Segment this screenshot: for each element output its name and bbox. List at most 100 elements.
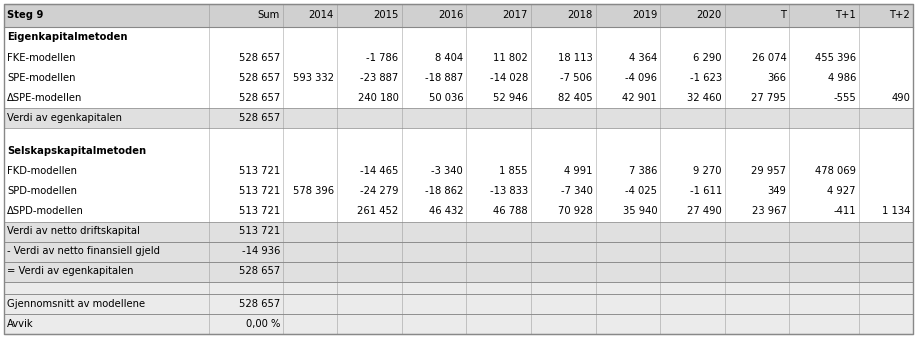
Text: -18 887: -18 887 bbox=[425, 73, 463, 83]
Text: 478 069: 478 069 bbox=[815, 167, 856, 176]
Text: = Verdi av egenkapitalen: = Verdi av egenkapitalen bbox=[7, 266, 134, 276]
Bar bbox=[4, 182, 913, 201]
Bar bbox=[4, 201, 913, 221]
Text: 513 721: 513 721 bbox=[238, 187, 280, 196]
Text: -1 623: -1 623 bbox=[690, 73, 722, 83]
Text: 2018: 2018 bbox=[568, 10, 592, 20]
Text: 46 432: 46 432 bbox=[428, 207, 463, 217]
Text: 513 721: 513 721 bbox=[238, 207, 280, 217]
Bar bbox=[4, 26, 913, 48]
Text: 29 957: 29 957 bbox=[752, 167, 787, 176]
Text: 9 270: 9 270 bbox=[693, 167, 722, 176]
Text: 35 940: 35 940 bbox=[623, 207, 657, 217]
Text: 11 802: 11 802 bbox=[493, 53, 528, 63]
Text: 26 074: 26 074 bbox=[752, 53, 787, 63]
Text: 4 364: 4 364 bbox=[629, 53, 657, 63]
Text: -3 340: -3 340 bbox=[432, 167, 463, 176]
Text: Verdi av egenkapitalen: Verdi av egenkapitalen bbox=[7, 113, 122, 123]
Text: -7 506: -7 506 bbox=[560, 73, 592, 83]
Bar bbox=[4, 262, 913, 282]
Text: Selskapskapitalmetoden: Selskapskapitalmetoden bbox=[7, 146, 146, 156]
Text: -1 786: -1 786 bbox=[367, 53, 399, 63]
Text: -14 465: -14 465 bbox=[360, 167, 399, 176]
Text: -1 611: -1 611 bbox=[690, 187, 722, 196]
Bar bbox=[4, 4, 913, 26]
Text: -555: -555 bbox=[834, 93, 856, 103]
Text: 240 180: 240 180 bbox=[358, 93, 399, 103]
Text: 2015: 2015 bbox=[373, 10, 399, 20]
Text: 2020: 2020 bbox=[697, 10, 722, 20]
Text: 366: 366 bbox=[768, 73, 787, 83]
Bar bbox=[4, 88, 913, 108]
Text: -13 833: -13 833 bbox=[490, 187, 528, 196]
Text: T: T bbox=[780, 10, 787, 20]
Text: SPE-modellen: SPE-modellen bbox=[7, 73, 75, 83]
Bar bbox=[4, 128, 913, 140]
Text: 23 967: 23 967 bbox=[752, 207, 787, 217]
Text: 593 332: 593 332 bbox=[293, 73, 334, 83]
Text: 528 657: 528 657 bbox=[238, 53, 280, 63]
Text: 349: 349 bbox=[768, 187, 787, 196]
Text: -4 025: -4 025 bbox=[625, 187, 657, 196]
Text: 46 788: 46 788 bbox=[493, 207, 528, 217]
Bar bbox=[4, 140, 913, 162]
Text: 27 795: 27 795 bbox=[752, 93, 787, 103]
Text: 32 460: 32 460 bbox=[687, 93, 722, 103]
Text: 6 290: 6 290 bbox=[693, 53, 722, 63]
Bar bbox=[4, 221, 913, 241]
Text: FKD-modellen: FKD-modellen bbox=[7, 167, 77, 176]
Text: ΔSPD-modellen: ΔSPD-modellen bbox=[7, 207, 83, 217]
Text: 7 386: 7 386 bbox=[629, 167, 657, 176]
Text: 528 657: 528 657 bbox=[238, 113, 280, 123]
Text: T+1: T+1 bbox=[835, 10, 856, 20]
Text: 2017: 2017 bbox=[503, 10, 528, 20]
Text: 513 721: 513 721 bbox=[238, 226, 280, 237]
Text: 27 490: 27 490 bbox=[687, 207, 722, 217]
Text: 50 036: 50 036 bbox=[428, 93, 463, 103]
Text: -24 279: -24 279 bbox=[360, 187, 399, 196]
Text: FKE-modellen: FKE-modellen bbox=[7, 53, 75, 63]
Text: 4 927: 4 927 bbox=[827, 187, 856, 196]
Bar bbox=[4, 314, 913, 334]
Text: -23 887: -23 887 bbox=[360, 73, 399, 83]
Text: 490: 490 bbox=[891, 93, 910, 103]
Text: 261 452: 261 452 bbox=[358, 207, 399, 217]
Text: 52 946: 52 946 bbox=[493, 93, 528, 103]
Text: 528 657: 528 657 bbox=[238, 299, 280, 309]
Text: SPD-modellen: SPD-modellen bbox=[7, 187, 77, 196]
Text: -14 936: -14 936 bbox=[241, 246, 280, 257]
Text: Gjennomsnitt av modellene: Gjennomsnitt av modellene bbox=[7, 299, 145, 309]
Text: 578 396: 578 396 bbox=[293, 187, 334, 196]
Text: ΔSPE-modellen: ΔSPE-modellen bbox=[7, 93, 83, 103]
Text: 4 986: 4 986 bbox=[827, 73, 856, 83]
Text: 455 396: 455 396 bbox=[815, 53, 856, 63]
Text: - Verdi av netto finansiell gjeld: - Verdi av netto finansiell gjeld bbox=[7, 246, 160, 257]
Text: 528 657: 528 657 bbox=[238, 93, 280, 103]
Text: 1 134: 1 134 bbox=[881, 207, 910, 217]
Text: Verdi av netto driftskapital: Verdi av netto driftskapital bbox=[7, 226, 140, 237]
Text: 42 901: 42 901 bbox=[623, 93, 657, 103]
Text: -4 096: -4 096 bbox=[625, 73, 657, 83]
Text: 8 404: 8 404 bbox=[435, 53, 463, 63]
Bar bbox=[4, 48, 913, 68]
Text: 528 657: 528 657 bbox=[238, 266, 280, 276]
Text: Avvik: Avvik bbox=[7, 319, 34, 329]
Bar bbox=[4, 294, 913, 314]
Text: -7 340: -7 340 bbox=[560, 187, 592, 196]
Bar bbox=[4, 282, 913, 294]
Text: -18 862: -18 862 bbox=[425, 187, 463, 196]
Bar bbox=[4, 108, 913, 128]
Text: 4 991: 4 991 bbox=[564, 167, 592, 176]
Text: -411: -411 bbox=[834, 207, 856, 217]
Text: Steg 9: Steg 9 bbox=[7, 10, 43, 20]
Bar bbox=[4, 241, 913, 262]
Text: T+2: T+2 bbox=[889, 10, 910, 20]
Text: 528 657: 528 657 bbox=[238, 73, 280, 83]
Text: -14 028: -14 028 bbox=[490, 73, 528, 83]
Text: 2019: 2019 bbox=[632, 10, 657, 20]
Text: 513 721: 513 721 bbox=[238, 167, 280, 176]
Bar bbox=[4, 68, 913, 88]
Text: Sum: Sum bbox=[258, 10, 280, 20]
Bar bbox=[4, 162, 913, 182]
Text: 70 928: 70 928 bbox=[558, 207, 592, 217]
